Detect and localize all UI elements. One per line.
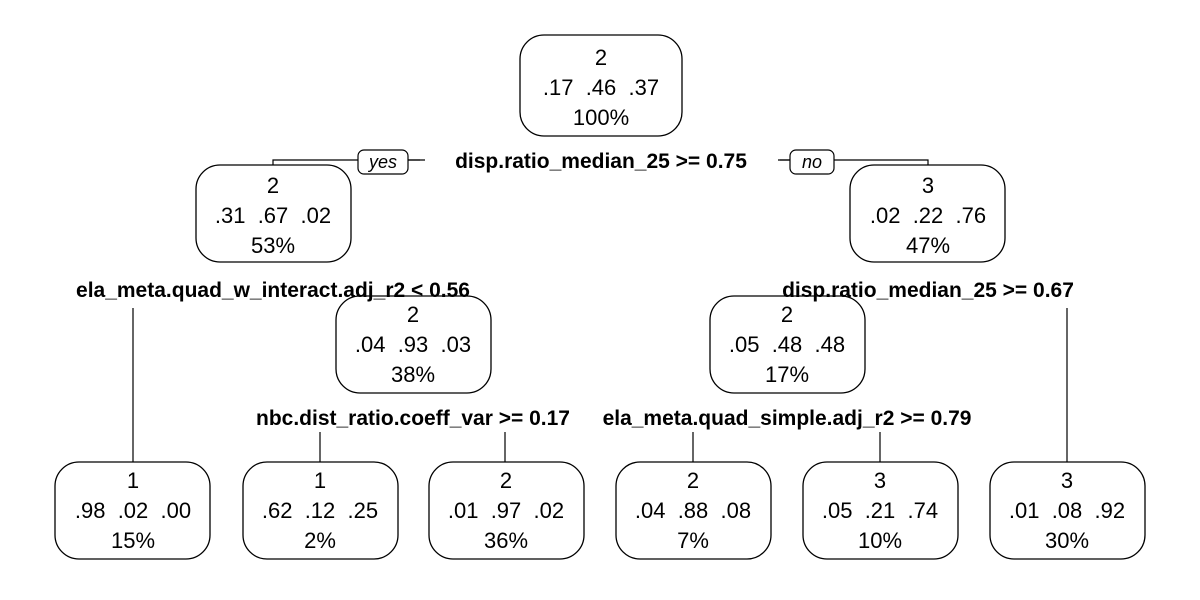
node-class: 2	[781, 302, 793, 327]
node-percent: 17%	[765, 362, 809, 387]
node-probabilities: .05 .21 .74	[822, 498, 938, 523]
node-percent: 47%	[906, 233, 950, 258]
node-probabilities: .62 .12 .25	[262, 498, 378, 523]
node-class: 2	[500, 468, 512, 493]
no-label: no	[802, 152, 822, 172]
node-probabilities: .98 .02 .00	[75, 498, 191, 523]
no-label-box	[789, 149, 835, 175]
tree-node-root: 2 .17 .46 .37 100%	[519, 34, 683, 137]
node-class: 2	[595, 45, 607, 70]
node-percent: 53%	[251, 233, 295, 258]
node-class: 2	[687, 468, 699, 493]
node-probabilities: .31 .67 .02	[215, 203, 331, 228]
split-label-n3: disp.ratio_median_25 >= 0.67	[782, 279, 1074, 302]
node-class: 2	[267, 173, 279, 198]
node-percent: 38%	[391, 362, 435, 387]
node-percent: 2%	[304, 528, 336, 553]
tree-node-n5: 2 .04 .93 .03 38%	[335, 295, 492, 394]
node-class: 3	[874, 468, 886, 493]
tree-leaf-4: 2 .04 .88 .08 7%	[615, 461, 772, 560]
tree-leaf-1: 1 .98 .02 .00 15%	[54, 461, 211, 560]
yes-label: yes	[367, 152, 397, 172]
node-class: 1	[314, 468, 326, 493]
split-label-root: disp.ratio_median_25 >= 0.75	[455, 150, 747, 173]
node-class: 2	[407, 302, 419, 327]
node-percent: 30%	[1045, 528, 1089, 553]
node-probabilities: .17 .46 .37	[543, 75, 659, 100]
node-probabilities: .04 .93 .03	[355, 332, 471, 357]
tree-node-n3: 3 .02 .22 .76 47%	[849, 164, 1006, 263]
node-percent: 10%	[858, 528, 902, 553]
tree-leaf-2: 1 .62 .12 .25 2%	[242, 461, 399, 560]
tree-leaf-6: 3 .01 .08 .92 30%	[989, 461, 1146, 560]
split-label-n5: nbc.dist_ratio.coeff_var >= 0.17	[256, 407, 570, 430]
node-probabilities: .04 .88 .08	[635, 498, 751, 523]
node-percent: 36%	[484, 528, 528, 553]
node-percent: 15%	[111, 528, 155, 553]
split-label-n2: ela_meta.quad_w_interact.adj_r2 < 0.56	[76, 279, 470, 302]
node-probabilities: .01 .97 .02	[448, 498, 564, 523]
tree-node-n2: 2 .31 .67 .02 53%	[195, 164, 352, 263]
split-label-n6: ela_meta.quad_simple.adj_r2 >= 0.79	[603, 407, 972, 430]
node-percent: 7%	[677, 528, 709, 553]
node-class: 3	[1061, 468, 1073, 493]
node-probabilities: .02 .22 .76	[870, 203, 986, 228]
split-root: yes disp.ratio_median_25 >= 0.75 no	[357, 149, 835, 175]
node-percent: 100%	[573, 105, 629, 130]
tree-leaf-5: 3 .05 .21 .74 10%	[802, 461, 959, 560]
node-class: 3	[922, 173, 934, 198]
yes-label-box	[357, 149, 409, 175]
tree-node-n6: 2 .05 .48 .48 17%	[709, 295, 866, 394]
node-probabilities: .01 .08 .92	[1009, 498, 1125, 523]
node-class: 1	[127, 468, 139, 493]
node-probabilities: .05 .48 .48	[729, 332, 845, 357]
tree-leaf-3: 2 .01 .97 .02 36%	[428, 461, 585, 560]
